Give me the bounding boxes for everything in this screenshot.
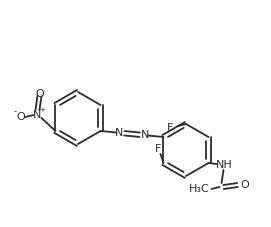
Text: N: N [140,130,149,140]
Text: O: O [240,180,249,190]
Text: -: - [14,108,17,116]
Text: O: O [16,112,25,122]
Text: NH: NH [216,160,233,170]
Text: F: F [155,144,162,154]
Text: F: F [167,123,173,133]
Text: +: + [40,107,46,113]
Text: O: O [35,89,44,99]
Text: N: N [115,128,124,138]
Text: H₃C: H₃C [189,184,210,194]
Text: N: N [33,110,42,120]
